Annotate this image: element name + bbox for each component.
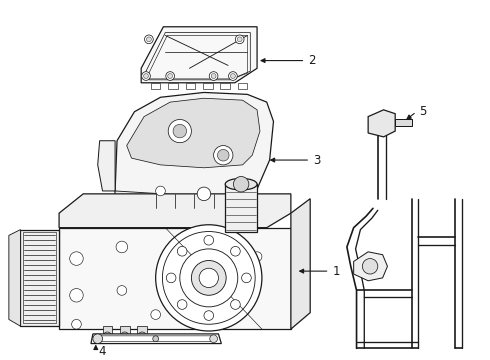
- Circle shape: [214, 145, 233, 165]
- Circle shape: [177, 300, 187, 309]
- Polygon shape: [59, 194, 291, 228]
- Circle shape: [145, 35, 153, 44]
- Polygon shape: [115, 93, 273, 203]
- Polygon shape: [127, 98, 260, 168]
- Circle shape: [156, 225, 262, 331]
- Text: 5: 5: [419, 105, 427, 118]
- Ellipse shape: [225, 179, 257, 190]
- Text: 3: 3: [313, 154, 320, 167]
- Circle shape: [117, 285, 127, 295]
- Text: 4: 4: [98, 345, 106, 358]
- Circle shape: [72, 319, 81, 329]
- Circle shape: [162, 231, 255, 324]
- Circle shape: [230, 73, 235, 78]
- Polygon shape: [151, 83, 161, 89]
- Circle shape: [70, 288, 83, 302]
- Circle shape: [93, 334, 102, 343]
- Circle shape: [166, 273, 176, 283]
- Text: 1: 1: [332, 265, 340, 278]
- Circle shape: [211, 73, 216, 78]
- Polygon shape: [59, 228, 291, 329]
- Circle shape: [197, 187, 211, 201]
- Circle shape: [156, 186, 165, 196]
- Circle shape: [177, 247, 187, 256]
- Polygon shape: [115, 191, 125, 213]
- Circle shape: [166, 72, 174, 80]
- Circle shape: [192, 261, 226, 295]
- Circle shape: [242, 273, 251, 283]
- Polygon shape: [91, 334, 221, 343]
- Polygon shape: [120, 326, 129, 336]
- Circle shape: [252, 252, 262, 261]
- Circle shape: [121, 332, 128, 340]
- Circle shape: [151, 310, 161, 319]
- Polygon shape: [102, 326, 112, 336]
- Circle shape: [233, 176, 249, 192]
- Circle shape: [218, 149, 229, 161]
- Circle shape: [362, 258, 378, 274]
- Circle shape: [70, 252, 83, 265]
- Circle shape: [237, 37, 242, 42]
- Circle shape: [210, 335, 218, 343]
- Polygon shape: [186, 83, 195, 89]
- Circle shape: [235, 35, 244, 44]
- Polygon shape: [21, 230, 59, 326]
- Polygon shape: [395, 120, 412, 126]
- Polygon shape: [9, 230, 21, 326]
- Circle shape: [142, 72, 150, 80]
- Circle shape: [153, 336, 159, 342]
- Polygon shape: [141, 27, 257, 83]
- Circle shape: [209, 72, 218, 80]
- Polygon shape: [98, 141, 115, 191]
- Circle shape: [116, 241, 128, 253]
- Circle shape: [199, 268, 219, 288]
- Circle shape: [231, 300, 240, 309]
- Polygon shape: [203, 83, 213, 89]
- Circle shape: [173, 124, 187, 138]
- Polygon shape: [238, 83, 247, 89]
- Circle shape: [228, 72, 237, 80]
- Circle shape: [147, 37, 151, 42]
- Circle shape: [168, 120, 192, 143]
- Polygon shape: [137, 326, 147, 336]
- Polygon shape: [291, 199, 310, 329]
- Circle shape: [180, 249, 238, 307]
- Polygon shape: [168, 83, 178, 89]
- Circle shape: [103, 332, 111, 340]
- Polygon shape: [220, 83, 230, 89]
- Circle shape: [229, 301, 237, 309]
- Circle shape: [144, 73, 148, 78]
- Polygon shape: [225, 184, 257, 233]
- Circle shape: [199, 242, 209, 252]
- Circle shape: [231, 247, 240, 256]
- Polygon shape: [354, 252, 388, 281]
- Circle shape: [204, 235, 214, 245]
- Polygon shape: [115, 191, 243, 213]
- Circle shape: [168, 73, 172, 78]
- Text: 2: 2: [308, 54, 316, 67]
- Circle shape: [138, 332, 146, 340]
- Circle shape: [204, 311, 214, 320]
- Polygon shape: [368, 110, 395, 137]
